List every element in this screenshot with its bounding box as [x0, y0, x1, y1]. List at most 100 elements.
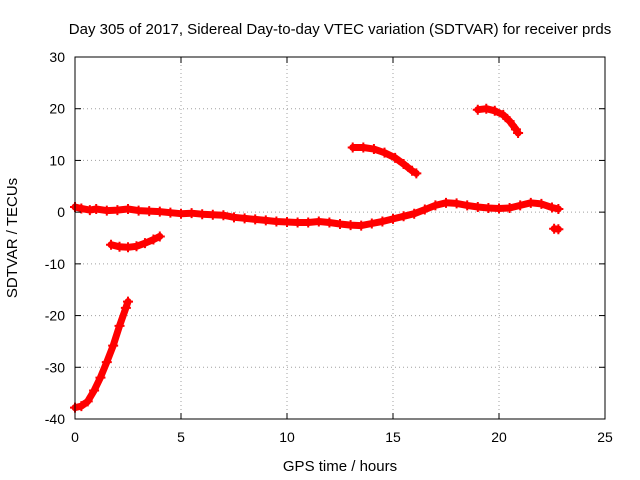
y-tick-label: 10 [49, 152, 65, 168]
data-point [106, 239, 117, 250]
series-arc-low [106, 231, 165, 253]
data-point [335, 219, 345, 230]
plot-frame [74, 56, 606, 420]
data-point [398, 159, 409, 170]
data-point [451, 198, 462, 209]
axis-ticks: 0 5 10 15 20 25 -40 -30 -20 -10 0 10 20 30 [45, 49, 613, 445]
data-point [379, 147, 390, 158]
series-arc-steep [70, 296, 133, 413]
data-point [513, 128, 524, 139]
data-point [356, 220, 367, 231]
data-point [239, 213, 250, 224]
series-arc-mid [347, 142, 422, 179]
data-point [114, 320, 125, 331]
data-point [165, 207, 176, 218]
data-point [498, 109, 509, 120]
data-point [368, 144, 379, 155]
data-point [472, 201, 483, 212]
data-point [419, 204, 430, 215]
x-tick-label: 15 [385, 429, 401, 445]
data-point [553, 204, 564, 215]
data-point [101, 205, 112, 216]
data-point [218, 210, 229, 221]
y-axis-label: SDTVAR / TECUs [4, 178, 21, 298]
data-point [472, 104, 483, 115]
data-point [120, 302, 131, 313]
data-point [144, 206, 155, 217]
data-point [553, 224, 564, 235]
data-point [481, 103, 492, 114]
data-point [525, 197, 536, 208]
y-tick-label: 20 [49, 101, 65, 117]
series-line [71, 298, 132, 412]
data-point [91, 204, 102, 215]
x-tick-label: 5 [177, 429, 185, 445]
data-point [123, 204, 133, 215]
x-tick-label: 25 [597, 429, 613, 445]
series-arc-main [70, 197, 564, 231]
x-tick-label: 20 [491, 429, 507, 445]
data-point [186, 208, 197, 219]
data-point [131, 241, 142, 252]
x-tick-label: 0 [71, 429, 79, 445]
data-point [108, 340, 119, 351]
data-point [358, 142, 369, 153]
data-point [411, 168, 422, 179]
data-point [388, 213, 398, 224]
data-point [154, 231, 165, 242]
data-point [95, 372, 106, 383]
data-point [101, 357, 112, 368]
data-point [207, 209, 218, 220]
x-axis-label: GPS time / hours [283, 458, 397, 475]
data-point [282, 216, 292, 227]
data-point [133, 205, 144, 216]
data-point [536, 198, 547, 209]
data-point [82, 396, 93, 407]
data-point [292, 217, 303, 228]
data-point [250, 214, 261, 225]
data-point [123, 242, 133, 253]
data-point [494, 203, 504, 214]
data-point [504, 116, 515, 127]
data-point [409, 208, 420, 219]
y-tick-label: -40 [45, 411, 65, 427]
x-tick-label: 10 [279, 429, 295, 445]
chart-title: Day 305 of 2017, Sidereal Day-to-day VTE… [69, 21, 611, 38]
data-point [84, 205, 95, 216]
y-tick-label: -20 [45, 308, 65, 324]
data-point [398, 211, 409, 222]
data-point [76, 203, 87, 214]
data-point [377, 216, 388, 227]
data-point [123, 296, 133, 307]
y-tick-label: 30 [49, 49, 65, 65]
data-point [441, 197, 451, 208]
data-point [313, 216, 324, 227]
data-point [303, 217, 314, 228]
data-point [139, 238, 150, 249]
data-point [76, 401, 87, 412]
y-tick-label: 0 [57, 204, 65, 220]
data-point [229, 212, 239, 223]
data-point [112, 205, 123, 216]
grid [75, 57, 605, 419]
data-point [260, 215, 271, 226]
y-tick-label: -10 [45, 256, 65, 272]
data-point [489, 105, 500, 116]
data-point [271, 216, 282, 227]
data-point [114, 241, 125, 252]
y-tick-label: -30 [45, 359, 65, 375]
data-point [148, 234, 159, 245]
data-point [197, 209, 208, 220]
data-point [176, 208, 186, 219]
data-point [462, 200, 473, 211]
series-layer [70, 103, 564, 413]
series-arc-high [472, 103, 524, 139]
data-point [154, 206, 165, 217]
data-point [515, 200, 526, 211]
data-point [324, 217, 335, 228]
series-arc-short [549, 223, 564, 235]
data-point [345, 220, 356, 231]
data-point [430, 200, 441, 211]
data-point [390, 152, 401, 163]
